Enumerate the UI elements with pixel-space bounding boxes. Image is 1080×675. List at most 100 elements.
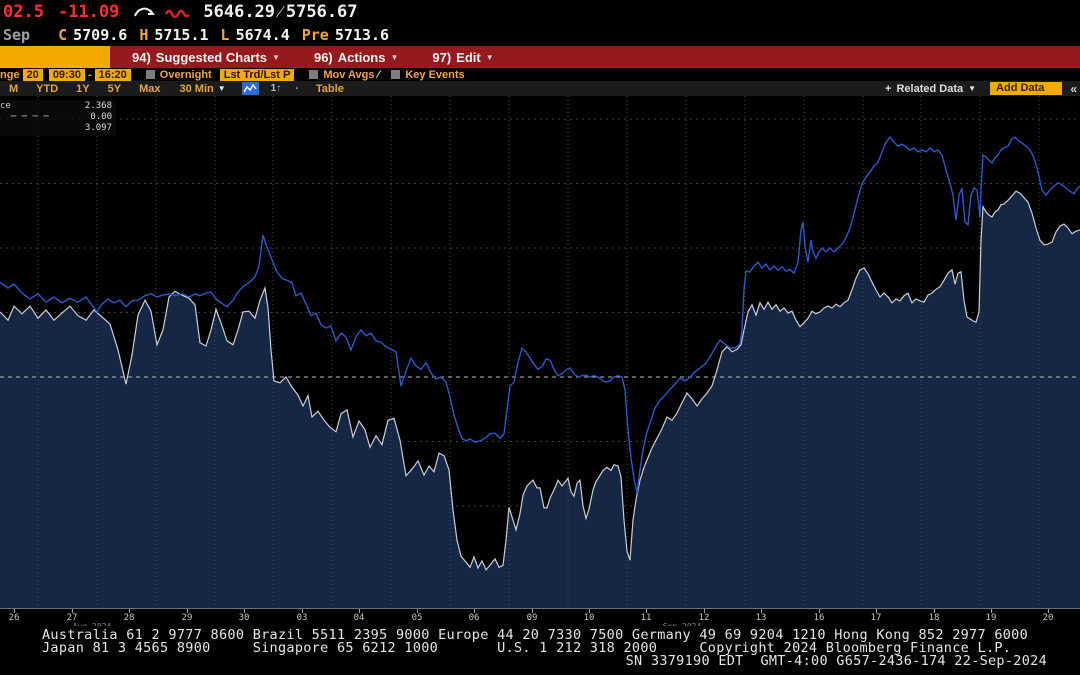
chart-type-mountain-icon[interactable] [241, 82, 259, 95]
quote-row-secondary: Sep C 5709.6 H 5715.1 L 5674.4 Pre 5713.… [0, 23, 1080, 46]
x-axis-tick [991, 609, 992, 613]
chart-toolbar: nge 20 09:30 - 16:20 Overnight Lst Trd/L… [0, 68, 1080, 81]
x-tick-label: 11 [640, 613, 652, 623]
menu-item-label: Edit [456, 49, 481, 65]
chart-area: ce 2.368 ─ ─ ─ ─ 0.00 3.097 [0, 96, 1080, 608]
x-tick-label: 06 [468, 613, 480, 623]
chevron-down-icon: ▼ [968, 84, 977, 93]
overnight-label[interactable]: Overnight [159, 68, 212, 81]
x-axis-tick [761, 609, 762, 613]
prev-value: 5713.6 [334, 25, 390, 44]
chart-legend: ce 2.368 ─ ─ ─ ─ 0.00 3.097 [0, 100, 116, 136]
terminal-footer: Australia 61 2 9777 8600 Brazil 5511 239… [0, 626, 1080, 675]
tab-max[interactable]: Max [139, 82, 161, 95]
footer-phones-line1: Australia 61 2 9777 8600 Brazil 5511 239… [42, 627, 1029, 643]
tab-ytd[interactable]: YTD [36, 82, 59, 95]
collapse-panel-icon[interactable]: « [1070, 81, 1077, 96]
low-label: L [220, 25, 230, 44]
mov-avgs-checkbox[interactable] [309, 70, 319, 79]
x-tick-label: 12 [698, 613, 710, 623]
x-tick-label: 26 [8, 613, 20, 623]
menu-item-number: 97) [432, 49, 452, 65]
day-high: 5756.67 [285, 1, 358, 22]
x-axis-tick [1048, 609, 1049, 613]
chevron-down-icon: ▼ [485, 52, 494, 62]
legend-row: ─ ─ ─ ─ 0.00 [0, 112, 112, 123]
mov-avgs-line-sample: ⁄ [377, 68, 380, 81]
x-tick-label: 30 [238, 613, 250, 623]
legend-label-fragment [0, 123, 66, 134]
key-events-label[interactable]: Key Events [405, 68, 465, 81]
chart-canvas[interactable] [0, 96, 1080, 608]
x-tick-label: 10 [583, 613, 595, 623]
x-axis-tick [934, 609, 935, 613]
tab-5y[interactable]: 5Y [107, 82, 122, 95]
prev-label: Pre [301, 25, 329, 44]
key-events-checkbox[interactable] [391, 70, 401, 79]
trendline-squiggle-icon[interactable] [165, 6, 191, 18]
time-from-input[interactable]: 09:30 [48, 68, 85, 81]
legend-value: 3.097 [84, 123, 112, 133]
legend-row: ce 2.368 [0, 101, 112, 112]
x-axis-tick [474, 609, 475, 613]
day-low: 5646.29 [203, 1, 276, 22]
x-axis-tick [72, 609, 73, 613]
x-axis-tick [589, 609, 590, 613]
x-axis-tick [704, 609, 705, 613]
contract-month: Sep [3, 25, 31, 44]
range-separator: ⁄ [279, 1, 282, 22]
separator-dot: · [295, 82, 299, 95]
legend-row: 3.097 [0, 123, 112, 134]
plus-icon: + [885, 82, 892, 95]
x-tick-label: 20 [1042, 613, 1054, 623]
x-tick-label: 04 [353, 613, 365, 623]
open-label: C [58, 25, 68, 44]
menubar-highlighted-item[interactable] [0, 46, 110, 68]
menu-item-label: Actions [337, 49, 386, 65]
x-tick-label: 09 [526, 613, 538, 623]
x-tick-label: 13 [755, 613, 767, 623]
menu-edit[interactable]: 97) Edit ▼ [432, 50, 493, 65]
x-axis-tick [129, 609, 130, 613]
overnight-checkbox[interactable] [145, 70, 155, 79]
tab-1m[interactable]: M [9, 82, 19, 95]
legend-label-fragment: ce [0, 101, 11, 111]
related-data-dropdown[interactable]: + Related Data ▼ [885, 83, 976, 95]
x-tick-label: 17 [870, 613, 882, 623]
x-axis-tick [187, 609, 188, 613]
x-tick-label: 28 [123, 613, 135, 623]
x-axis-tick [417, 609, 418, 613]
x-axis-tick [359, 609, 360, 613]
menu-item-number: 96) [313, 49, 333, 65]
menu-item-label: Suggested Charts [155, 49, 268, 65]
last-trade-toggle[interactable]: Lst Trd/Lst P [219, 68, 295, 81]
add-data-button[interactable]: Add Data [990, 82, 1063, 95]
footer-phones-line2: Japan 81 3 4565 8900 Singapore 65 6212 1… [42, 640, 1012, 656]
annotation-pen-icon[interactable] [133, 5, 157, 19]
chart-style-icon[interactable]: 1↑ [270, 83, 282, 94]
x-axis-tick [532, 609, 533, 613]
time-to-input[interactable]: 16:20 [94, 68, 131, 81]
x-axis-tick [646, 609, 647, 613]
x-tick-label: 16 [813, 613, 825, 623]
x-tick-label: 19 [985, 613, 997, 623]
mov-avgs-label[interactable]: Mov Avgs [323, 68, 375, 81]
price-change: -11.09 [57, 1, 120, 22]
x-tick-label: 27 [66, 613, 78, 623]
chevron-down-icon: ▼ [217, 84, 226, 93]
x-axis-tick [244, 609, 245, 613]
x-axis-tick [819, 609, 820, 613]
period-tab-row: M YTD 1Y 5Y Max 30 Min ▼ 1↑ · Table + Re… [0, 81, 1080, 97]
high-value: 5715.1 [154, 25, 209, 44]
x-tick-label: 03 [296, 613, 308, 623]
x-axis-tick [302, 609, 303, 613]
tab-1y[interactable]: 1Y [76, 82, 90, 95]
menu-suggested-charts[interactable]: 94) Suggested Charts ▼ [132, 50, 280, 65]
time-dash: - [87, 68, 92, 81]
range-input[interactable]: 20 [22, 68, 43, 81]
table-button[interactable]: Table [315, 82, 344, 95]
legend-zero-line-sample: ─ ─ ─ ─ [0, 112, 49, 122]
menu-actions[interactable]: 96) Actions ▼ [314, 50, 398, 65]
interval-dropdown[interactable]: 30 Min ▼ [180, 83, 226, 95]
